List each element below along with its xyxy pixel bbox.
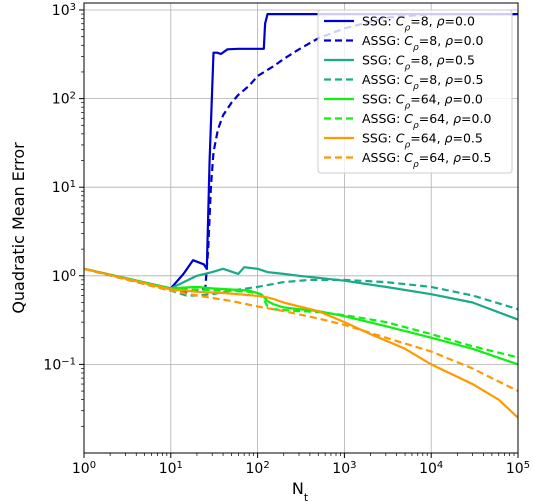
series-line-5 <box>84 267 518 366</box>
x-tick-label: 101 <box>159 460 183 478</box>
y-tick-label: 10−1 <box>43 356 76 374</box>
legend-label: SSG: Cρ=8, ρ=0.5 <box>362 53 475 73</box>
x-tick-label: 103 <box>332 460 356 478</box>
series-line-2 <box>84 13 518 293</box>
y-tick-label: 102 <box>52 90 76 108</box>
x-tick-label: 104 <box>419 460 443 478</box>
y-tick-label: 101 <box>52 179 76 197</box>
x-axis-label: Nt <box>292 479 309 502</box>
series-line-1 <box>84 13 518 290</box>
legend-label: SSG: Cρ=64, ρ=0.0 <box>362 92 483 112</box>
legend-label: ASSG: Cρ=64, ρ=0.5 <box>362 150 491 170</box>
y-tick-label: 103 <box>52 2 76 20</box>
legend-label: SSG: Cρ=8, ρ=0.0 <box>362 14 475 34</box>
x-tick-label: 105 <box>506 460 530 478</box>
legend-label: ASSG: Cρ=64, ρ=0.0 <box>362 111 491 131</box>
series-lines <box>84 13 518 419</box>
series-line-7 <box>84 267 518 419</box>
series-line-8 <box>84 267 518 393</box>
legend-label: ASSG: Cρ=8, ρ=0.5 <box>362 72 483 92</box>
axis-ticks: 100 101 102 103 104 105 10−1 100 101 102 103 <box>43 2 530 477</box>
legend-label: SSG: Cρ=64, ρ=0.5 <box>362 131 483 151</box>
plot-frame <box>83 2 519 454</box>
legend-box <box>317 9 513 174</box>
series-line-4 <box>84 267 518 311</box>
series-line-3 <box>84 266 518 321</box>
y-axis-label: Quadratic Mean Error <box>9 142 28 314</box>
x-tick-label: 102 <box>245 460 269 478</box>
y-tick-label: 100 <box>52 267 76 285</box>
legend-label: ASSG: Cρ=8, ρ=0.0 <box>362 33 483 53</box>
x-tick-label: 100 <box>72 460 96 478</box>
